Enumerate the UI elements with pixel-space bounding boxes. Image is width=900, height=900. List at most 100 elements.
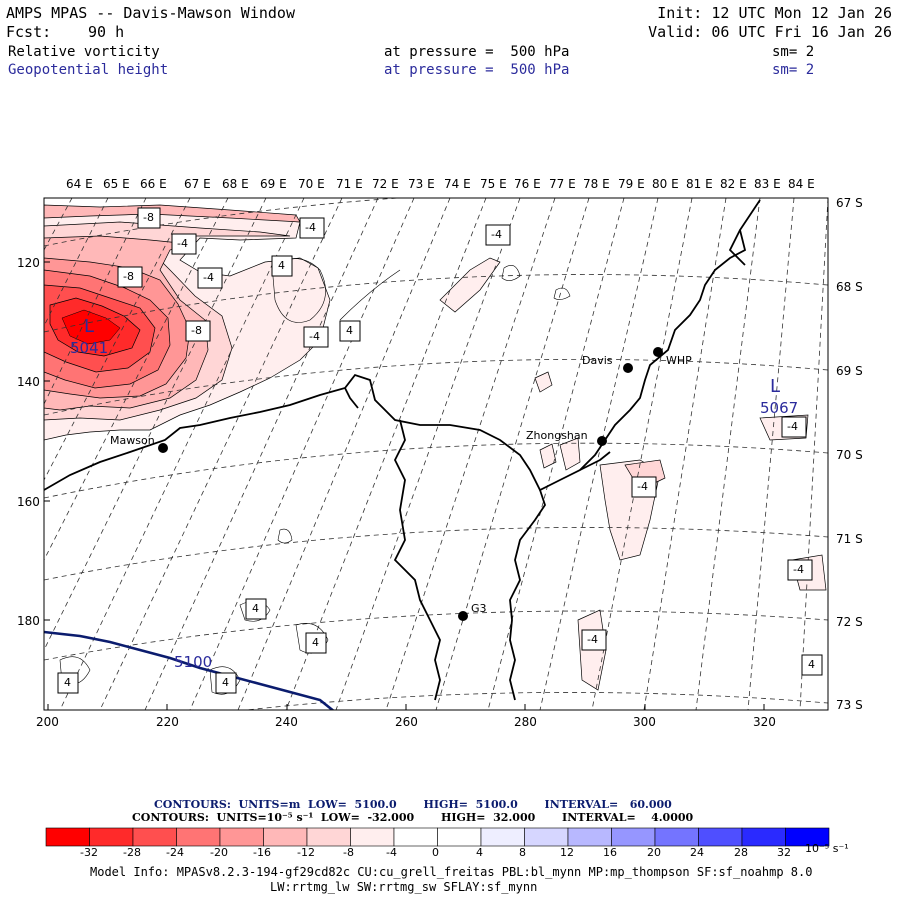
x-tick-label: 240 [275, 715, 298, 729]
colorbar-tick: -28 [123, 846, 141, 859]
colorbar [45, 827, 830, 847]
low-center-2-value: 5067 [760, 399, 799, 417]
x-tick-label: 220 [156, 715, 179, 729]
forecast-label: Fcst: [6, 23, 52, 41]
lon-label: 64 E [66, 177, 93, 191]
vorticity-contour-info: CONTOURS: UNITS=10⁻⁵ s⁻¹ LOW= -32.000 HI… [132, 811, 694, 824]
vort-label: -4 [491, 228, 502, 241]
lat-label: 67 S [836, 196, 863, 210]
station-label-mawson: Mawson [110, 434, 155, 447]
forecast-hours: 90 h [88, 23, 125, 41]
height-contour-5100 [44, 630, 335, 710]
height-contour-info: CONTOURS: UNITS=m LOW= 5100.0 HIGH= 5100… [154, 798, 672, 811]
lat-label: 72 S [836, 615, 863, 629]
vort-label: -4 [637, 480, 648, 493]
colorbar-cell [437, 827, 482, 847]
colorbar-tick: -32 [80, 846, 98, 859]
vort-label: -8 [123, 270, 134, 283]
low-center-1-letter: L [84, 316, 95, 337]
model-info-line2: LW:rrtmg_lw SW:rrtmg_sw SFLAY:sf_mynn [270, 880, 538, 894]
colorbar-cell [741, 827, 786, 847]
colorbar-tick: 12 [560, 846, 574, 859]
colorbar-tick: 32 [777, 846, 791, 859]
lat-lon-grid [44, 198, 828, 710]
colorbar-tick: -4 [386, 846, 397, 859]
station-marker-mawson [158, 443, 168, 453]
vort-label: -8 [191, 324, 202, 337]
colorbar-tick: 0 [432, 846, 439, 859]
colorbar-tick: 24 [690, 846, 704, 859]
lon-label: 73 E [408, 177, 435, 191]
station-marker-zhongshan [597, 436, 607, 446]
coastline [44, 199, 761, 701]
map-title: AMPS MPAS -- Davis-Mawson Window [6, 4, 295, 22]
lon-label: 80 E [652, 177, 679, 191]
colorbar-cell [524, 827, 569, 847]
vort-label: 4 [312, 636, 319, 649]
colorbar-cell [654, 827, 699, 847]
lon-label: 83 E [754, 177, 781, 191]
lon-label: 76 E [514, 177, 541, 191]
station-label-whp: WHP [666, 354, 692, 367]
field1-name: Relative vorticity [8, 44, 160, 60]
low-center-2-letter: L [770, 376, 781, 397]
low-center-1-value: 5041 [70, 339, 109, 357]
field1-smoothing: sm= 2 [772, 44, 815, 60]
lon-label: 65 E [103, 177, 130, 191]
lon-label: 82 E [720, 177, 747, 191]
station-marker-g3 [458, 611, 468, 621]
vort-label: 4 [252, 602, 259, 615]
colorbar-cell [306, 827, 351, 847]
colorbar-cell [219, 827, 264, 847]
lon-label: 71 E [336, 177, 363, 191]
lat-label: 71 S [836, 532, 863, 546]
lon-label: 74 E [444, 177, 471, 191]
vort-label: -4 [793, 563, 804, 576]
colorbar-tick: -16 [253, 846, 271, 859]
lat-label: 69 S [836, 364, 863, 378]
x-tick-label: 320 [753, 715, 776, 729]
colorbar-cell [698, 827, 743, 847]
lon-label: 70 E [298, 177, 325, 191]
vort-label: 4 [64, 676, 71, 689]
y-tick-label: 140 [17, 375, 40, 389]
colorbar-cell [611, 827, 656, 847]
colorbar-cell [350, 827, 395, 847]
lon-label: 75 E [480, 177, 507, 191]
colorbar-cell [176, 827, 221, 847]
vort-label: -4 [309, 330, 320, 343]
colorbar-cell [132, 827, 177, 847]
colorbar-cell [480, 827, 525, 847]
field2-name: Geopotential height [8, 62, 169, 78]
lat-label: 68 S [836, 280, 863, 294]
station-label-davis: Davis [582, 354, 613, 367]
lon-label: 84 E [788, 177, 815, 191]
vort-label: 4 [808, 658, 815, 671]
valid-time: Valid: 06 UTC Fri 16 Jan 26 [648, 23, 892, 41]
colorbar-unit: 10⁻⁵ s⁻¹ [805, 842, 849, 855]
field2-smoothing: sm= 2 [772, 62, 815, 78]
colorbar-tick: -12 [297, 846, 315, 859]
vort-label: -4 [177, 237, 188, 250]
vort-label: 4 [346, 324, 353, 337]
vorticity-label-boxes [57, 207, 823, 694]
colorbar-cell [567, 827, 612, 847]
x-tick-label: 300 [633, 715, 656, 729]
colorbar-tick: -8 [343, 846, 354, 859]
station-label-g3: G3 [471, 602, 487, 615]
plot-frame [43, 197, 829, 711]
colorbar-tick: 8 [519, 846, 526, 859]
vort-label: 4 [222, 676, 229, 689]
lat-label: 73 S [836, 698, 863, 712]
field2-level: at pressure = 500 hPa [384, 62, 570, 78]
vorticity-contours [59, 258, 571, 695]
colorbar-cell [89, 827, 134, 847]
colorbar-cell [45, 827, 90, 847]
x-tick-label: 200 [36, 715, 59, 729]
vort-label: -4 [587, 633, 598, 646]
vort-label: -4 [203, 271, 214, 284]
station-label-zhongshan: Zhongshan [526, 429, 588, 442]
y-tick-label: 180 [17, 614, 40, 628]
station-marker-whp [653, 347, 663, 357]
